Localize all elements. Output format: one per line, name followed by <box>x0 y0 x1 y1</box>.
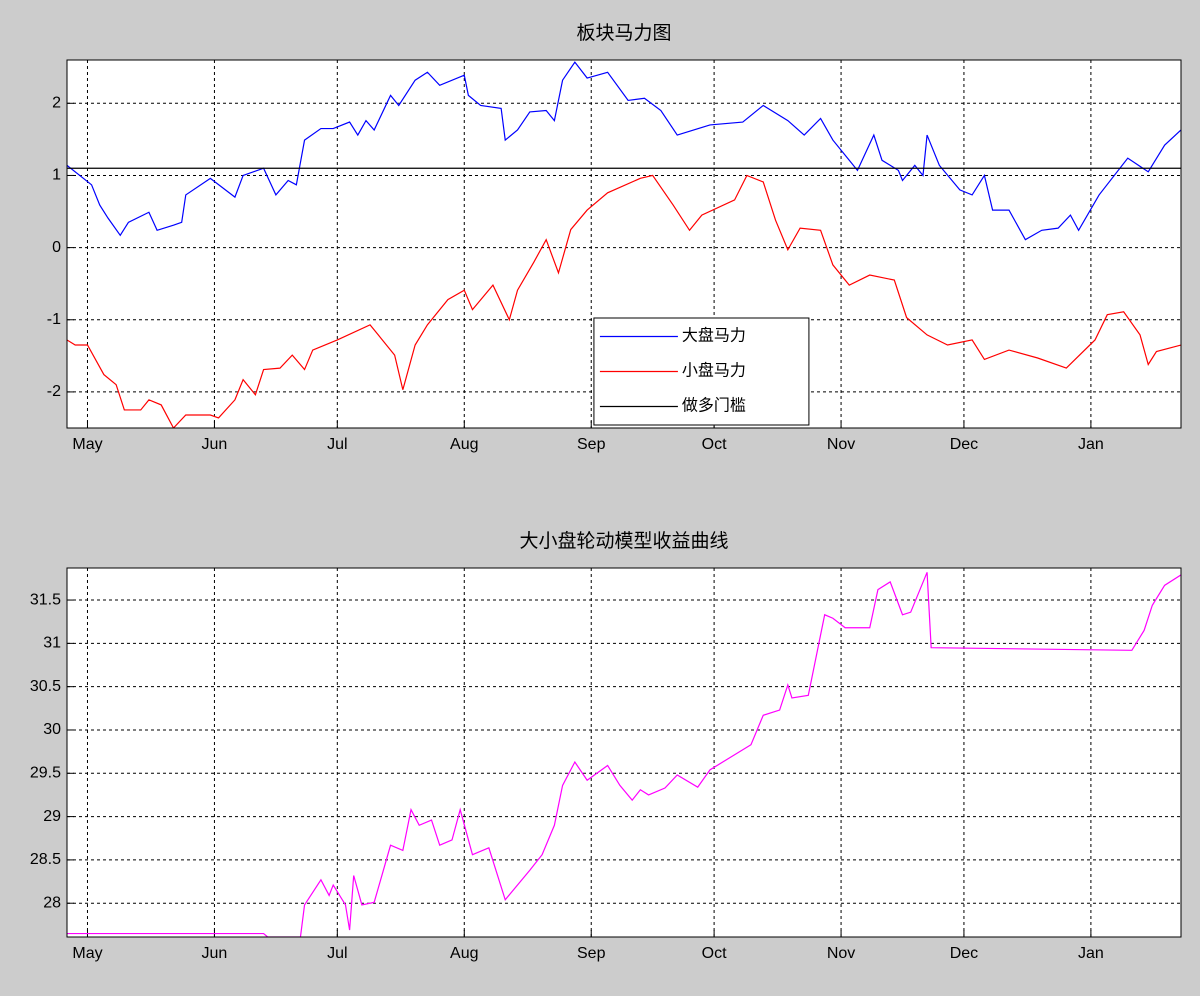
x-tick-label: Sep <box>577 945 606 962</box>
legend-label: 做多门槛 <box>682 397 746 415</box>
plot-area <box>67 568 1181 937</box>
y-tick-label: 29.5 <box>30 765 61 782</box>
y-tick-label: 0 <box>52 239 61 256</box>
chart-title: 板块马力图 <box>576 22 671 44</box>
x-tick-label: May <box>72 436 102 453</box>
y-tick-label: 28.5 <box>30 851 61 868</box>
y-tick-label: 30.5 <box>30 678 61 695</box>
axes-box <box>66 59 1182 429</box>
series-line <box>67 61 1181 241</box>
y-tick-label: 28 <box>43 894 61 911</box>
x-tick-label: Nov <box>827 945 855 962</box>
x-tick-label: Jan <box>1078 945 1104 962</box>
x-tick-label: Oct <box>702 436 727 453</box>
y-tick-label: 31 <box>43 635 61 652</box>
y-tick-label: 1 <box>52 167 61 184</box>
y-tick-label: -1 <box>47 311 61 328</box>
series-line <box>67 572 1181 937</box>
legend-label: 小盘马力 <box>682 361 746 380</box>
x-tick-label: Jun <box>202 436 228 453</box>
x-tick-label: Oct <box>702 945 727 962</box>
x-tick-label: Jul <box>327 945 347 962</box>
x-tick-label: Aug <box>450 436 478 453</box>
series-line <box>67 174 1181 428</box>
y-tick-label: -2 <box>47 383 61 400</box>
x-tick-label: Jan <box>1078 436 1104 453</box>
x-tick-label: Nov <box>827 436 855 453</box>
x-tick-label: May <box>72 945 102 962</box>
y-tick-label: 29 <box>43 808 61 825</box>
axes-box <box>66 567 1182 938</box>
y-tick-label: 2 <box>52 95 61 112</box>
y-tick-label: 31.5 <box>30 591 61 608</box>
chart-title: 大小盘轮动模型收益曲线 <box>519 530 728 552</box>
x-tick-label: Dec <box>950 945 978 962</box>
x-tick-label: Dec <box>950 436 978 453</box>
x-tick-label: Aug <box>450 945 478 962</box>
x-tick-label: Jun <box>202 945 228 962</box>
y-tick-label: 30 <box>43 721 61 738</box>
legend-label: 大盘马力 <box>682 326 746 345</box>
x-tick-label: Jul <box>327 436 347 453</box>
x-tick-label: Sep <box>577 436 606 453</box>
